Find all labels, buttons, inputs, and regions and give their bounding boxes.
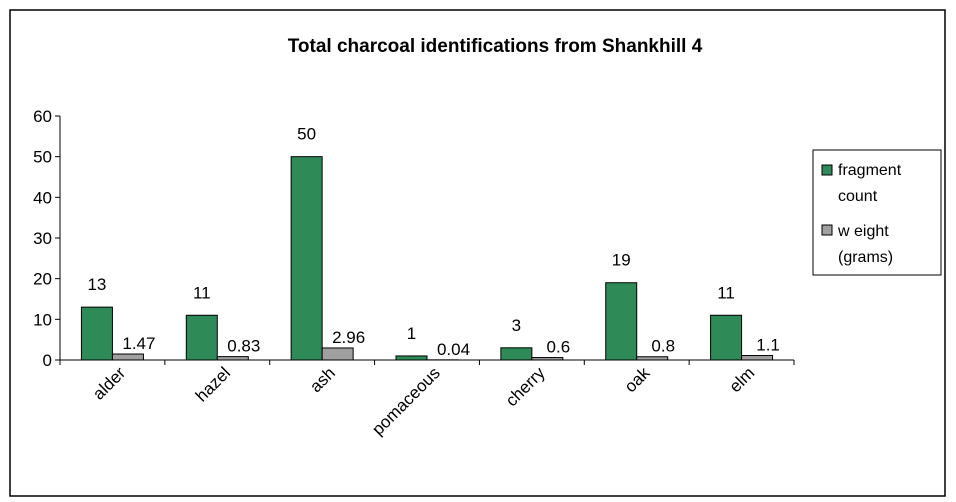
data-label-fragment-count-ash: 50 xyxy=(297,125,316,144)
y-tick-label: 40 xyxy=(33,188,52,207)
data-label-weight-oak: 0.8 xyxy=(651,337,675,356)
data-label-weight-alder: 1.47 xyxy=(122,334,155,353)
bar-weight-hazel xyxy=(217,357,248,360)
data-label-weight-ash: 2.96 xyxy=(332,328,365,347)
y-tick-label: 60 xyxy=(33,107,52,126)
bar-fragment-count-alder xyxy=(81,307,112,360)
bar-fragment-count-cherry xyxy=(501,348,532,360)
data-label-fragment-count-alder: 13 xyxy=(87,275,106,294)
legend-label-weight-line1: w eight xyxy=(837,223,889,240)
bar-fragment-count-oak xyxy=(606,283,637,360)
data-label-weight-elm: 1.1 xyxy=(756,336,780,355)
y-tick-label: 0 xyxy=(43,351,52,370)
data-label-fragment-count-oak: 19 xyxy=(612,251,631,270)
legend-label-weight-line2: (grams) xyxy=(838,249,893,266)
y-tick-label: 50 xyxy=(33,148,52,167)
y-tick-label: 10 xyxy=(33,310,52,329)
legend-swatch-weight xyxy=(822,225,832,235)
legend-label-fragment-count-line1: fragment xyxy=(838,162,902,179)
data-label-fragment-count-cherry: 3 xyxy=(512,316,521,335)
bar-fragment-count-pomaceous xyxy=(396,356,427,360)
bar-fragment-count-ash xyxy=(291,157,322,360)
data-label-weight-cherry: 0.6 xyxy=(547,338,571,357)
bar-fragment-count-elm xyxy=(711,315,742,360)
data-label-weight-pomaceous: 0.04 xyxy=(437,340,470,359)
bar-fragment-count-hazel xyxy=(186,315,217,360)
chart-border xyxy=(10,10,945,496)
bar-weight-ash xyxy=(322,348,353,360)
bar-weight-alder xyxy=(112,354,143,360)
data-label-fragment-count-hazel: 11 xyxy=(193,283,211,302)
y-tick-label: 20 xyxy=(33,270,52,289)
data-label-weight-hazel: 0.83 xyxy=(227,337,260,356)
legend-swatch-fragment-count xyxy=(822,165,832,175)
y-tick-label: 30 xyxy=(33,229,52,248)
legend: fragment count w eight (grams) xyxy=(813,150,941,275)
chart-title: Total charcoal identifications from Shan… xyxy=(288,36,703,57)
data-label-fragment-count-pomaceous: 1 xyxy=(407,324,416,343)
legend-label-fragment-count-line2: count xyxy=(838,188,878,205)
data-label-fragment-count-elm: 11 xyxy=(717,283,735,302)
bar-weight-elm xyxy=(742,356,773,360)
